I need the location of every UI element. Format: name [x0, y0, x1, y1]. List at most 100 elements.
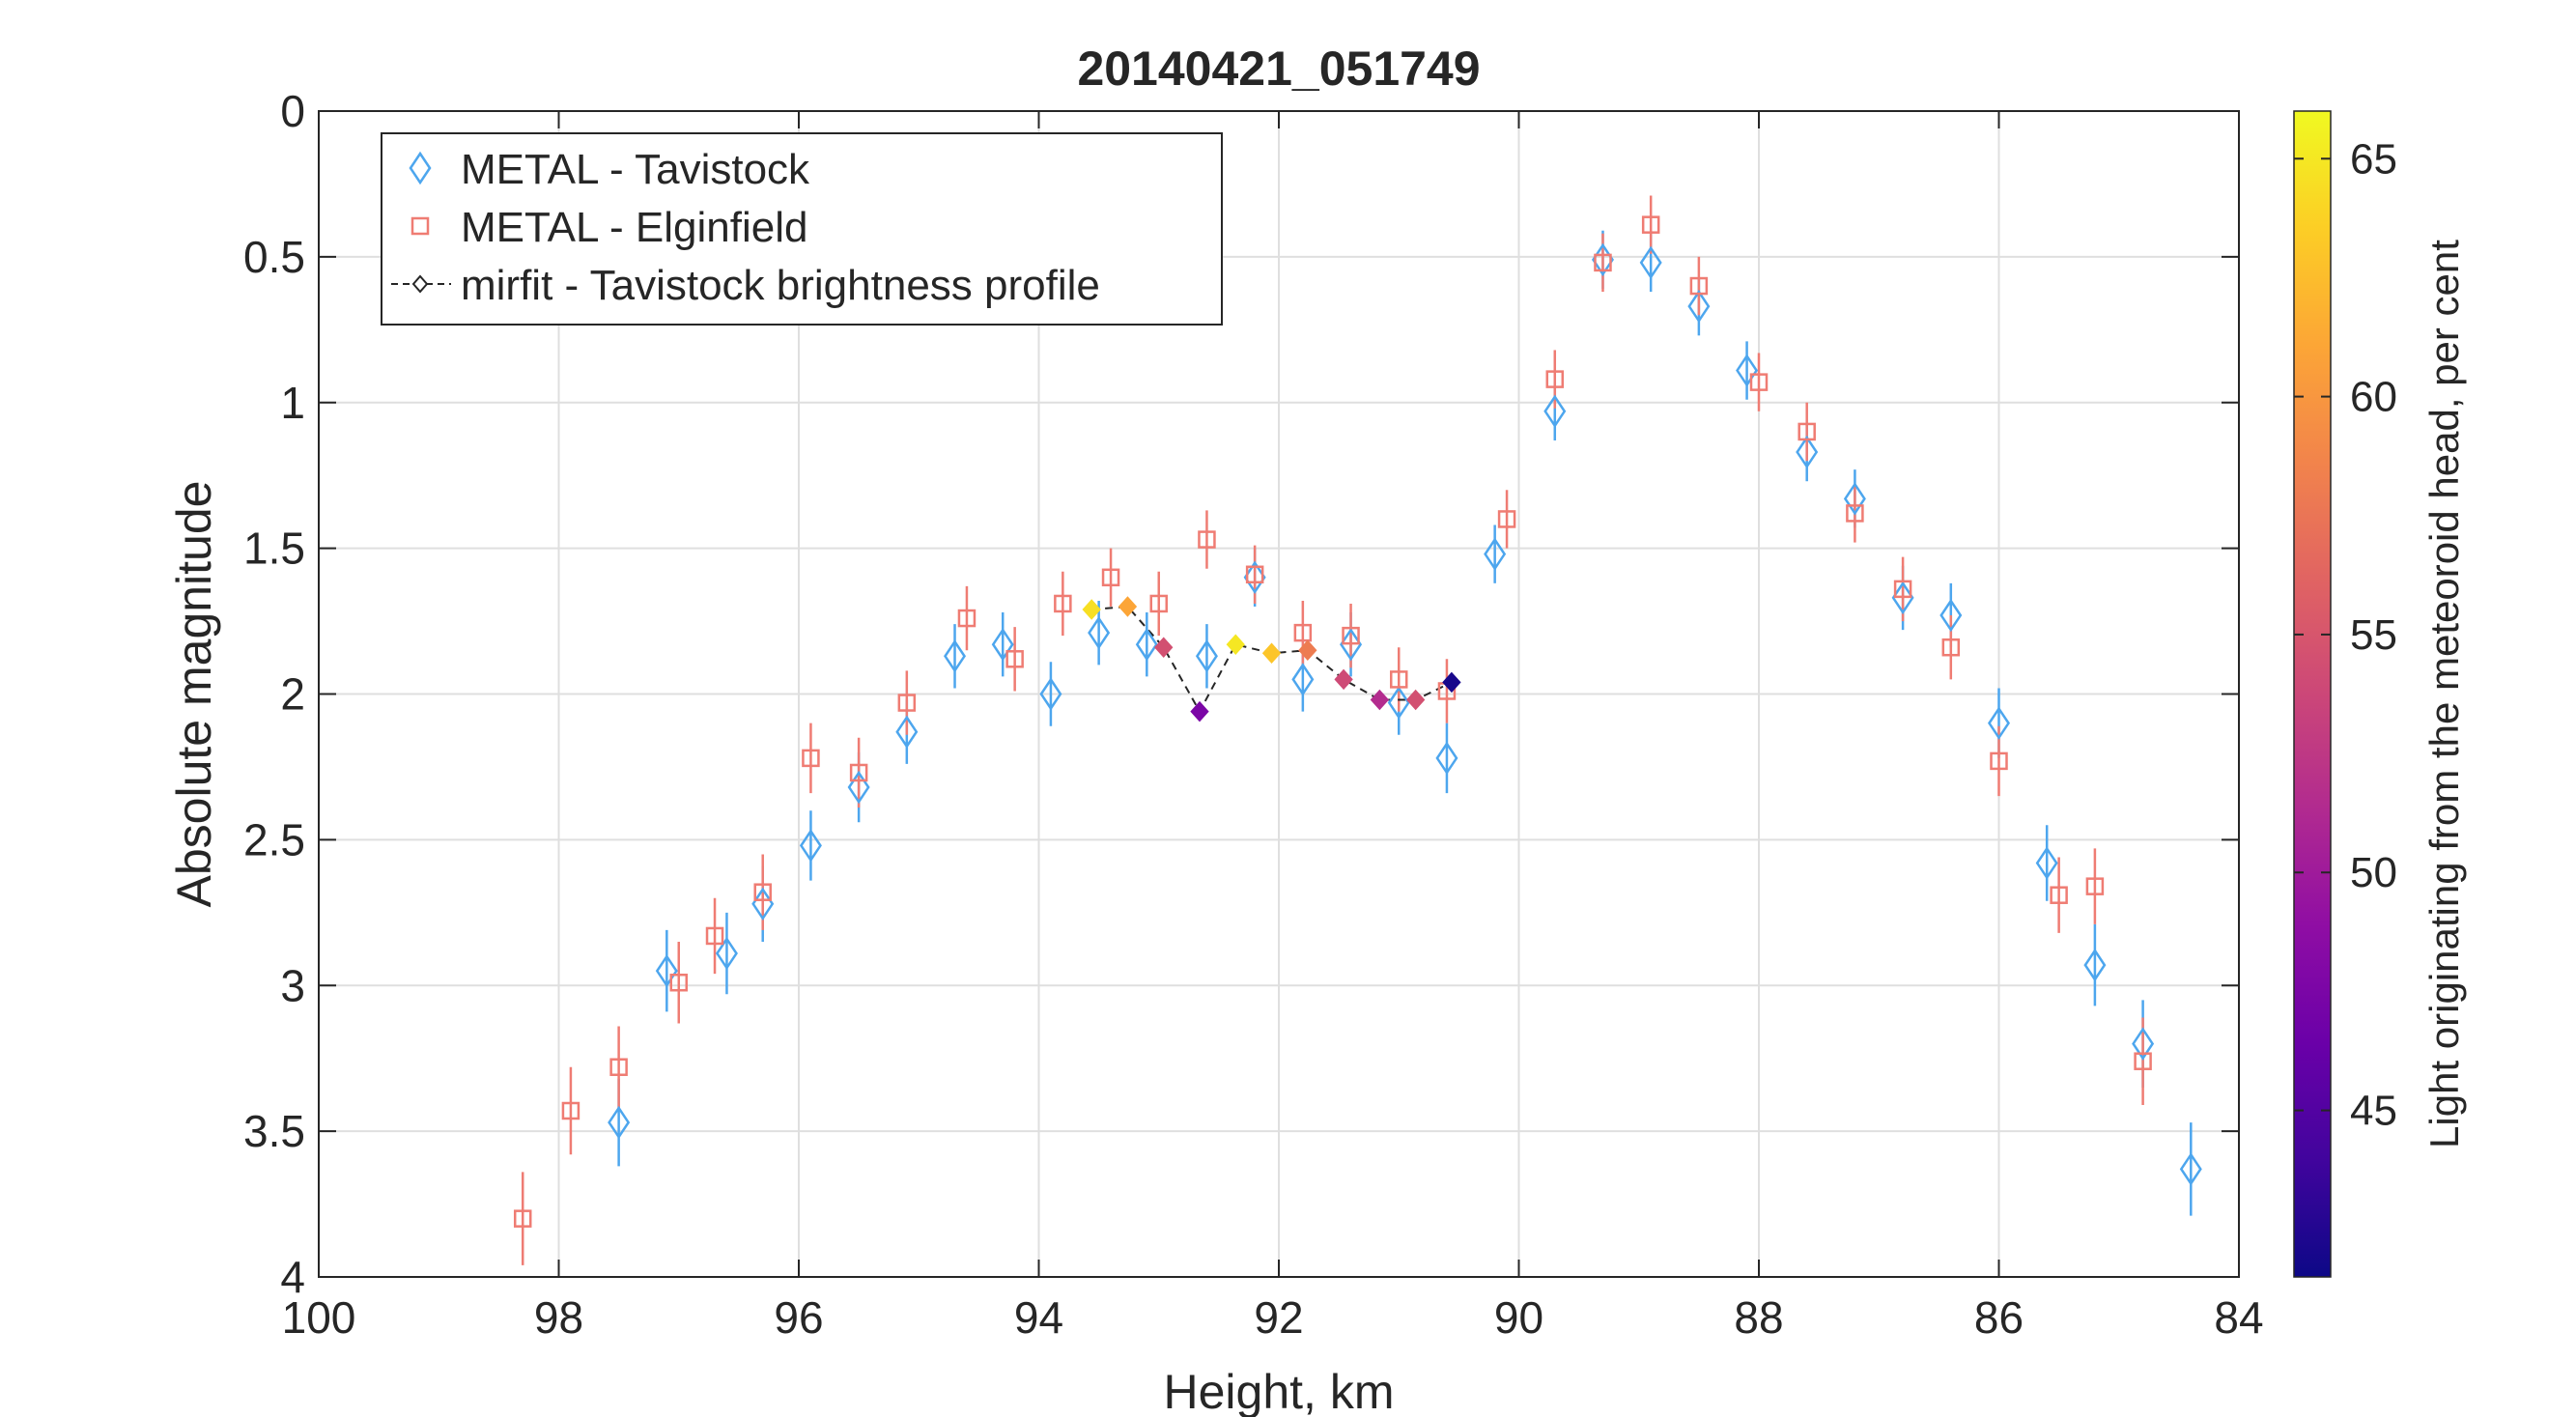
axis-ticks: 100 98 96 94 92 90 88 86 84 0 0.5 1 1.5 2 2.5 3 3.5 4 [243, 86, 2264, 1343]
tavistock-point [1039, 677, 1062, 711]
legend-entry: METAL - Tavistock [461, 146, 810, 193]
mirfit-point [1298, 639, 1317, 661]
tavistock-point [655, 953, 678, 988]
x-tick-label: 92 [1254, 1292, 1303, 1343]
x-tick-label: 100 [282, 1292, 356, 1343]
tavistock-point [1195, 639, 1218, 673]
legend-marker-filled-diamond [411, 274, 429, 294]
y-tick-label: 3 [280, 960, 305, 1010]
tavistock-point [944, 639, 967, 673]
mirfit-point [1261, 642, 1282, 665]
y-tick-label: 2.5 [243, 814, 305, 864]
elginfield-point [669, 973, 688, 992]
elginfield-point [561, 1101, 580, 1120]
tavistock-point [1639, 245, 1662, 280]
y-tick-label: 0 [280, 86, 305, 136]
mirfit-point [1190, 700, 1209, 723]
tavistock-point [715, 936, 738, 971]
elginfield-point [1054, 594, 1072, 613]
mirfit-point [1226, 634, 1245, 655]
colorbar-tick-label: 65 [2350, 135, 2397, 183]
elginfield-point [1941, 638, 1961, 657]
tavistock-point [799, 829, 822, 863]
x-tick-label: 98 [534, 1292, 583, 1343]
elginfield-point [1390, 670, 1408, 689]
elginfield-point [1594, 253, 1612, 272]
mirfit-point [1442, 671, 1461, 694]
tavistock-point [1939, 598, 1963, 633]
elginfield-point [1293, 623, 1313, 642]
tavistock-point [1843, 482, 1866, 516]
tavistock-point [1987, 706, 2011, 740]
mirfit-point [1082, 599, 1101, 620]
elginfield-point [1149, 594, 1168, 613]
elginfield-point [1798, 422, 1816, 441]
elginfield-point [802, 749, 820, 768]
tavistock-point [1687, 289, 1711, 324]
elginfield-point [1198, 530, 1216, 549]
data-markers [513, 215, 2202, 1228]
tavistock-point [2132, 1027, 2155, 1061]
x-axis-label: Height, km [1164, 1365, 1395, 1417]
elginfield-point [1005, 650, 1024, 668]
colorbar: 45 50 55 60 65 Light originating from the me… [2293, 110, 2467, 1278]
x-tick-label: 90 [1494, 1292, 1543, 1343]
tavistock-point [1543, 394, 1567, 429]
y-tick-label: 4 [280, 1252, 305, 1302]
elginfield-point [705, 926, 724, 946]
y-tick-label: 1.5 [243, 524, 305, 574]
colorbar-label: Light originating from the meteoroid hea… [2421, 240, 2467, 1148]
elginfield-point [1245, 565, 1264, 584]
tavistock-point [608, 1105, 631, 1140]
tavistock-point [895, 715, 919, 749]
elginfield-point [2050, 886, 2068, 904]
elginfield-point [1342, 626, 1360, 645]
elginfield-point [1101, 568, 1120, 587]
x-tick-label: 88 [1734, 1292, 1783, 1343]
mirfit-point [1334, 668, 1353, 691]
legend-marker-diamond [409, 151, 432, 185]
y-tick-label: 1 [280, 378, 305, 428]
colorbar-tick-label: 45 [2350, 1088, 2397, 1135]
elginfield-point [897, 694, 917, 712]
tavistock-point [1736, 354, 1759, 387]
elginfield-point [1497, 510, 1516, 528]
y-tick-label: 3.5 [243, 1106, 305, 1156]
tavistock-point [1796, 435, 1819, 469]
tavistock-point [1484, 537, 1507, 571]
elginfield-point [1641, 215, 1660, 234]
x-tick-label: 84 [2214, 1292, 2263, 1343]
chart-title: 20140421_051749 [1077, 42, 1480, 96]
mirfit-point [1405, 689, 1426, 711]
mirfit-point [1154, 637, 1174, 658]
elginfield-point [1990, 751, 2008, 771]
y-axis-label: Absolute magnitude [167, 481, 221, 908]
tavistock-point [991, 627, 1014, 662]
elginfield-point [753, 883, 772, 901]
y-tick-label: 0.5 [243, 232, 305, 282]
y-tick-label: 2 [280, 669, 305, 720]
legend-entry: METAL - Elginfield [461, 204, 807, 251]
elginfield-point [957, 609, 977, 628]
elginfield-point [1846, 504, 1864, 523]
colorbar-tick-label: 50 [2350, 849, 2397, 896]
mirfit-point [1118, 596, 1138, 617]
elginfield-point [849, 763, 868, 782]
elginfield-point [1749, 373, 1769, 391]
tavistock-point [847, 770, 870, 805]
tavistock-point [1387, 686, 1410, 720]
tavistock-point [1340, 627, 1363, 662]
tavistock-point [1088, 615, 1111, 650]
x-tick-label: 86 [1974, 1292, 2024, 1343]
elginfield-point [609, 1058, 628, 1076]
tavistock-point [1891, 581, 1914, 615]
legend-marker-square [410, 216, 430, 236]
tavistock-point [2035, 846, 2058, 880]
colorbar-ticks: 45 50 55 60 65 [2294, 135, 2397, 1135]
elginfield-point [1689, 276, 1709, 296]
error-bars [521, 195, 2193, 1265]
tavistock-point [2083, 948, 2107, 982]
elginfield-point [2134, 1052, 2152, 1070]
tavistock-point [1435, 741, 1458, 776]
